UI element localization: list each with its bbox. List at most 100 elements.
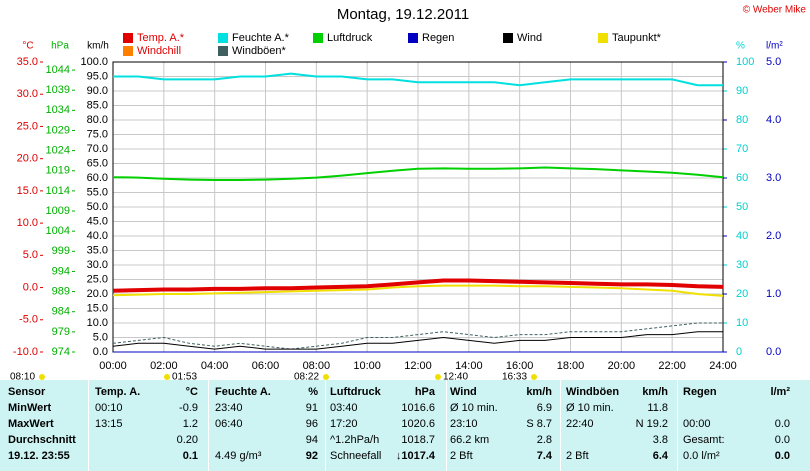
x-tick-label: 02:00	[150, 360, 178, 372]
y-tick-label: 1029	[46, 124, 70, 136]
y-tick-label: 1014	[46, 185, 70, 197]
y-tick-label: 100	[736, 56, 754, 68]
table-cell: Luftdruck	[330, 386, 381, 398]
table-cell: 2.8	[536, 434, 552, 446]
table-cell: Durchschnitt	[8, 434, 76, 446]
y-tick-label: 30.0	[87, 259, 108, 271]
table-cell: 00:00	[683, 418, 711, 430]
y-tick-label: 10.0	[87, 317, 108, 329]
sun-icon	[531, 374, 537, 380]
axis-unit: %	[736, 41, 745, 52]
x-tick-label: 14:00	[455, 360, 483, 372]
table-cell: km/h	[526, 386, 552, 398]
y-tick-label: -5.0	[19, 314, 38, 326]
y-tick-label: 70	[736, 143, 748, 155]
y-tick-label: 35.0	[17, 56, 38, 68]
y-tick-label: 30	[736, 259, 748, 271]
y-tick-label: 40	[736, 230, 748, 242]
x-tick-label: 16:00	[506, 360, 534, 372]
table-cell: 66.2 km	[450, 434, 490, 446]
table-cell: 3.8	[652, 434, 668, 446]
y-tick-label: 994	[52, 265, 70, 277]
x-tick-label: 06:00	[252, 360, 280, 372]
y-tick-label: 1034	[46, 104, 70, 116]
x-tick-label: 18:00	[557, 360, 585, 372]
table-cell: Temp. A.	[95, 386, 141, 398]
table-cell: 0.0	[774, 434, 790, 446]
y-tick-label: 3.0	[766, 172, 781, 184]
table-cell: Gesamt:	[683, 434, 725, 446]
divider	[446, 380, 447, 471]
y-tick-label: 90	[736, 85, 748, 97]
y-tick-label: 0.0	[93, 346, 108, 358]
y-tick-label: 989	[52, 285, 70, 297]
table-cell: MaxWert	[8, 418, 54, 430]
table-cell: 91	[305, 402, 318, 414]
annotation: 16:33	[502, 372, 527, 380]
legend-swatch	[218, 46, 228, 56]
legend-swatch	[123, 33, 133, 43]
y-tick-label: 1024	[46, 145, 70, 157]
y-tick-label: 75.0	[87, 128, 108, 140]
y-tick-label: 1039	[46, 84, 70, 96]
table-cell: 0.0	[774, 418, 790, 430]
y-tick-label: 4.0	[766, 114, 781, 126]
x-tick-label: 22:00	[658, 360, 686, 372]
annotation: 08:22	[294, 372, 319, 380]
y-tick-label: 60	[736, 172, 748, 184]
table-cell: Sensor	[8, 386, 46, 398]
legend-swatch	[218, 33, 228, 43]
series-line	[112, 278, 724, 293]
y-tick-label: 984	[52, 306, 70, 318]
y-tick-label: 55.0	[87, 186, 108, 198]
y-tick-label: 95.0	[87, 70, 108, 82]
y-tick-label: 35.0	[87, 244, 108, 256]
legend-swatch	[408, 33, 418, 43]
y-tick-label: 90.0	[87, 85, 108, 97]
legend-label: Regen	[422, 32, 454, 44]
table-cell: 11.8	[647, 402, 668, 414]
y-tick-label: 25.0	[87, 273, 108, 285]
y-tick-label: 1019	[46, 165, 70, 177]
y-tick-label: 15.0	[87, 302, 108, 314]
x-tick-label: 10:00	[353, 360, 381, 372]
sun-icon	[323, 374, 329, 380]
table-cell: 00:10	[95, 402, 123, 414]
axis-unit: °C	[22, 41, 33, 52]
y-tick-label: 5.0	[766, 56, 781, 68]
table-cell: 0.0	[774, 450, 790, 462]
y-tick-label: 60.0	[87, 172, 108, 184]
table-cell: 0.20	[176, 434, 198, 446]
axis-unit: hPa	[51, 41, 69, 52]
table-cell: MinWert	[8, 402, 52, 414]
y-tick-label: 0.0	[23, 281, 38, 293]
y-tick-label: 5.0	[23, 249, 38, 261]
table-cell: Feuchte A.	[215, 386, 271, 398]
table-cell: Schneefall	[330, 450, 382, 462]
y-tick-label: 2.0	[766, 230, 781, 242]
x-tick-label: 20:00	[608, 360, 636, 372]
table-cell: S 8.7	[526, 418, 552, 430]
table-cell: 6.4	[652, 450, 668, 462]
y-tick-label: 50	[736, 201, 748, 213]
table-cell: hPa	[414, 386, 435, 398]
y-tick-label: 80	[736, 114, 748, 126]
y-tick-label: 100.0	[80, 56, 108, 68]
table-cell: N 19.2	[635, 418, 668, 430]
table-cell: 23:40	[215, 402, 243, 414]
y-tick-label: 45.0	[87, 215, 108, 227]
y-tick-label: 40.0	[87, 230, 108, 242]
y-tick-label: 20	[736, 288, 748, 300]
y-tick-label: 999	[52, 245, 70, 257]
table-cell: Regen	[683, 386, 717, 398]
divider	[208, 380, 209, 471]
annotation: 08:10	[10, 372, 35, 380]
y-tick-label: 974	[52, 346, 70, 358]
x-tick-label: 12:00	[404, 360, 432, 372]
series-line	[112, 284, 724, 297]
table-cell: 03:40	[330, 402, 358, 414]
table-cell: ^1.2hPa/h	[330, 434, 380, 446]
table-cell: 94	[305, 434, 318, 446]
chart: Montag, 19.12.2011 © Weber Mike °C -10.0 -…	[10, 5, 806, 380]
table-cell: 06:40	[215, 418, 243, 430]
